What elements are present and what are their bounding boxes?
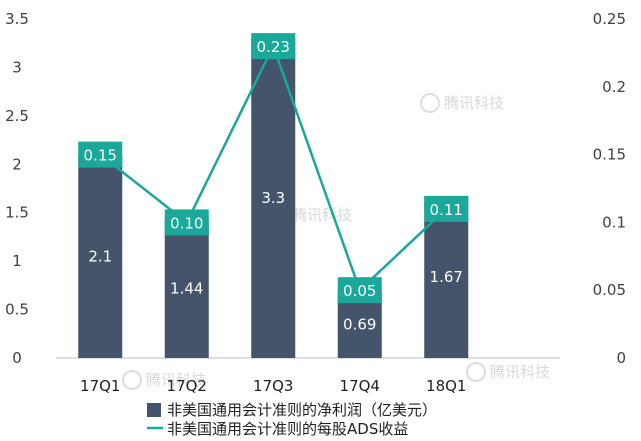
bar-17Q3	[251, 38, 296, 358]
watermark-text: 腾讯科技	[146, 371, 206, 389]
bar-17Q2	[164, 218, 209, 358]
bar-value-label: 1.44	[170, 279, 203, 297]
eps-label-17Q4: 0.05	[337, 277, 382, 304]
eps-value-label: 0.10	[170, 214, 203, 232]
bar-value-label: 2.1	[88, 247, 112, 265]
watermark-logo-icon	[466, 362, 486, 382]
legend-item-net-income: 非美国通用会计准则的净利润（亿美元）	[147, 401, 437, 419]
x-tick-label: 17Q2	[167, 377, 207, 395]
left-tick-label: 3.5	[5, 10, 29, 28]
eps-label-box	[164, 209, 209, 236]
left-tick-label: 2	[12, 155, 22, 173]
right-tick-label: 0	[616, 349, 626, 367]
bar-value-label: 1.67	[430, 268, 463, 286]
bar-labels: 2.1 1.44 3.3 0.69 1.67	[88, 189, 463, 333]
eps-value-label: 0.15	[84, 147, 117, 165]
right-axis-ticks: 0 0.05 0.1 0.15 0.2 0.25	[593, 10, 626, 367]
eps-value-label: 0.23	[257, 38, 290, 56]
watermark: 腾讯科技	[420, 93, 504, 113]
watermark-logo-icon	[420, 93, 440, 113]
right-tick-label: 0.15	[593, 146, 626, 164]
eps-value-label: 0.11	[430, 201, 463, 219]
left-tick-label: 0.5	[5, 301, 29, 319]
watermark-text: 腾讯科技	[444, 94, 504, 112]
eps-label-17Q1: 0.15	[78, 141, 123, 168]
eps-label-box	[78, 141, 123, 168]
eps-value-label: 0.05	[343, 282, 376, 300]
left-tick-label: 3	[12, 58, 22, 76]
eps-label-18Q1: 0.11	[424, 195, 469, 222]
x-axis-ticks: 17Q1 17Q2 17Q3 17Q4 18Q1	[80, 377, 466, 395]
right-tick-label: 0.25	[593, 10, 626, 28]
watermark: 腾讯科技	[466, 362, 550, 382]
x-tick-label: 17Q4	[340, 377, 380, 395]
bar-value-label: 3.3	[261, 189, 285, 207]
eps-label-17Q3: 0.23	[251, 33, 296, 60]
x-tick-label: 17Q3	[253, 377, 293, 395]
watermark-text: 腾讯科技	[490, 363, 550, 381]
legend-label: 非美国通用会计准则的每股ADS收益	[167, 420, 408, 438]
watermark: 腾讯科技	[122, 370, 206, 390]
left-tick-label: 1.5	[5, 204, 29, 222]
left-tick-label: 1	[12, 252, 22, 270]
right-tick-label: 0.2	[602, 78, 626, 96]
eps-label-17Q2: 0.10	[164, 209, 209, 236]
x-tick-label: 18Q1	[426, 377, 466, 395]
right-tick-label: 0.1	[602, 213, 626, 231]
legend-label: 非美国通用会计准则的净利润（亿美元）	[167, 401, 437, 419]
left-axis-ticks: 0 0.5 1 1.5 2 2.5 3 3.5	[5, 10, 29, 367]
bar-value-label: 0.69	[343, 316, 376, 334]
eps-labels: 0.15 0.10 0.23 0.05 0.11	[78, 33, 469, 304]
eps-label-box	[251, 33, 296, 60]
watermark-text: 腾讯科技	[292, 206, 352, 224]
legend: 非美国通用会计准则的净利润（亿美元）非美国通用会计准则的每股ADS收益	[147, 401, 437, 438]
left-tick-label: 0	[12, 349, 22, 367]
bar-series	[78, 38, 469, 358]
right-tick-label: 0.05	[593, 281, 626, 299]
x-tick-label: 17Q1	[80, 377, 120, 395]
left-tick-label: 2.5	[5, 107, 29, 125]
legend-item-eps: 非美国通用会计准则的每股ADS收益	[147, 420, 408, 438]
legend-bar-swatch	[147, 403, 161, 417]
bar-17Q1	[78, 154, 123, 358]
eps-label-box	[424, 195, 469, 222]
watermark-logo-icon	[122, 370, 142, 390]
eps-label-box	[337, 277, 382, 304]
